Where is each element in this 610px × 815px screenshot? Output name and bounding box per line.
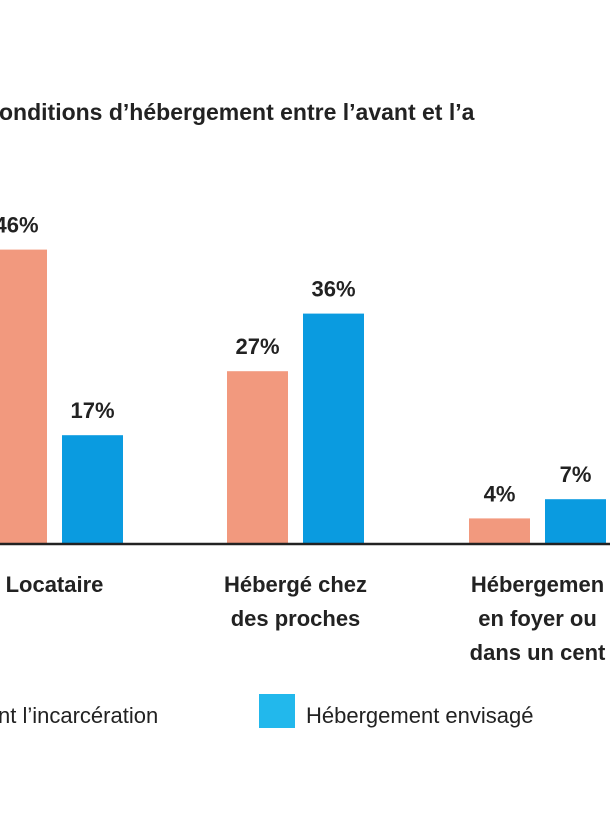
legend-label-before: nt l’incarcération	[0, 703, 158, 728]
legend-label-after: Hébergement envisagé	[306, 703, 533, 728]
bar-s0-c0	[0, 249, 47, 544]
value-label-s0-c2: 4%	[484, 481, 516, 506]
legend: nt l’incarcération Hébergement envisagé	[0, 694, 533, 728]
category-label-2-line-0: Hébergemen	[471, 572, 604, 597]
value-label-s1-c0: 17%	[70, 398, 114, 423]
bar-s1-c0	[62, 435, 123, 544]
category-label-1-line-1: des proches	[231, 606, 361, 631]
bars-group	[0, 249, 606, 544]
category-label-2-line-1: en foyer ou	[478, 606, 597, 631]
value-labels-group: 46% 27% 4% 17% 36% 7%	[0, 213, 591, 507]
value-label-s0-c0: 46%	[0, 213, 39, 238]
bar-s0-c2	[469, 518, 530, 544]
category-labels-group: Locataire Hébergé chez des proches Hébergem…	[6, 572, 606, 665]
bar-s1-c1	[303, 313, 364, 544]
category-label-1-line-0: Hébergé chez	[224, 572, 367, 597]
category-label-2-line-2: dans un cent	[470, 640, 606, 665]
value-label-s1-c2: 7%	[560, 462, 592, 487]
value-label-s0-c1: 27%	[235, 334, 279, 359]
bar-s0-c1	[227, 371, 288, 544]
bar-s1-c2	[545, 499, 606, 544]
chart-title: onditions d’hébergement entre l’avant et…	[0, 99, 475, 125]
category-label-0-line-0: Locataire	[6, 572, 104, 597]
value-label-s1-c1: 36%	[311, 277, 355, 302]
legend-swatch-after	[259, 694, 295, 728]
